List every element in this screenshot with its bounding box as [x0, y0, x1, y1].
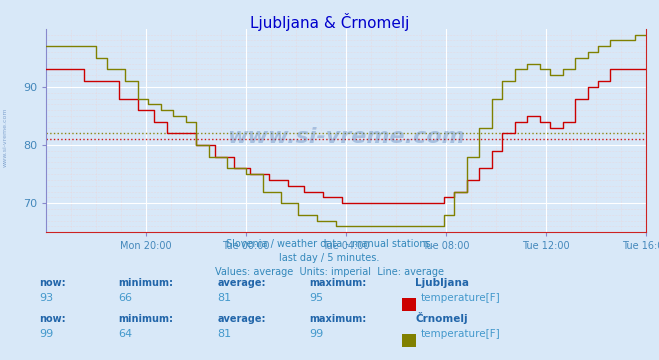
- Text: Slovenia / weather data - manual stations.: Slovenia / weather data - manual station…: [225, 239, 434, 249]
- Text: now:: now:: [40, 278, 66, 288]
- Text: Ljubljana: Ljubljana: [415, 278, 469, 288]
- Text: 99: 99: [40, 329, 54, 339]
- Text: 81: 81: [217, 329, 231, 339]
- Text: 99: 99: [310, 329, 324, 339]
- Text: temperature[F]: temperature[F]: [420, 293, 500, 303]
- Text: Črnomelj: Črnomelj: [415, 312, 468, 324]
- Text: 64: 64: [119, 329, 132, 339]
- Text: 95: 95: [310, 293, 324, 303]
- Text: minimum:: minimum:: [119, 278, 173, 288]
- Text: maximum:: maximum:: [310, 278, 367, 288]
- Text: 81: 81: [217, 293, 231, 303]
- Text: temperature[F]: temperature[F]: [420, 329, 500, 339]
- Text: maximum:: maximum:: [310, 314, 367, 324]
- Text: www.si-vreme.com: www.si-vreme.com: [227, 127, 465, 147]
- Text: now:: now:: [40, 314, 66, 324]
- Text: minimum:: minimum:: [119, 314, 173, 324]
- Text: 66: 66: [119, 293, 132, 303]
- Text: 93: 93: [40, 293, 53, 303]
- Text: www.si-vreme.com: www.si-vreme.com: [3, 107, 8, 167]
- Text: Ljubljana & Črnomelj: Ljubljana & Črnomelj: [250, 13, 409, 31]
- Text: Values: average  Units: imperial  Line: average: Values: average Units: imperial Line: av…: [215, 267, 444, 277]
- Text: average:: average:: [217, 278, 266, 288]
- Text: average:: average:: [217, 314, 266, 324]
- Text: last day / 5 minutes.: last day / 5 minutes.: [279, 253, 380, 263]
